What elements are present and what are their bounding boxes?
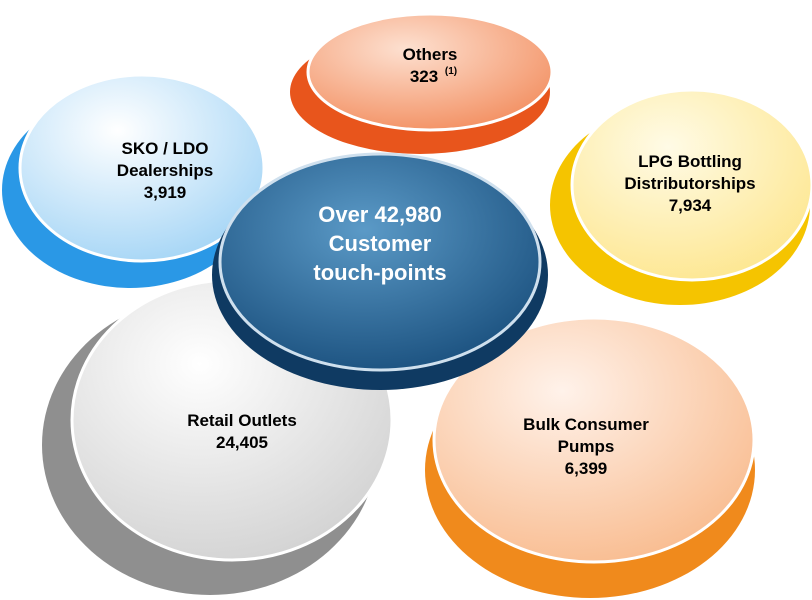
center-text: Over 42,980 <box>318 202 442 227</box>
node-label: Dealerships <box>117 161 213 180</box>
node-label: Bulk Consumer <box>523 415 649 434</box>
node-value: 6,399 <box>565 459 608 478</box>
node-label: Others <box>403 45 458 64</box>
center-text: Customer <box>329 231 432 256</box>
diagram: Over 42,980 Customer touch-points Others… <box>0 0 812 600</box>
center-text: touch-points <box>313 260 446 285</box>
node-note: (1) <box>445 66 457 77</box>
node-value: 3,919 <box>144 183 187 202</box>
node-value: 323 <box>410 67 438 86</box>
node-label: SKO / LDO <box>122 139 209 158</box>
node-value: 7,934 <box>669 196 712 215</box>
node-value: 24,405 <box>216 433 268 452</box>
node-label: Distributorships <box>624 174 755 193</box>
node-label: Retail Outlets <box>187 411 297 430</box>
node-label: LPG Bottling <box>638 152 742 171</box>
node-label: Pumps <box>558 437 615 456</box>
